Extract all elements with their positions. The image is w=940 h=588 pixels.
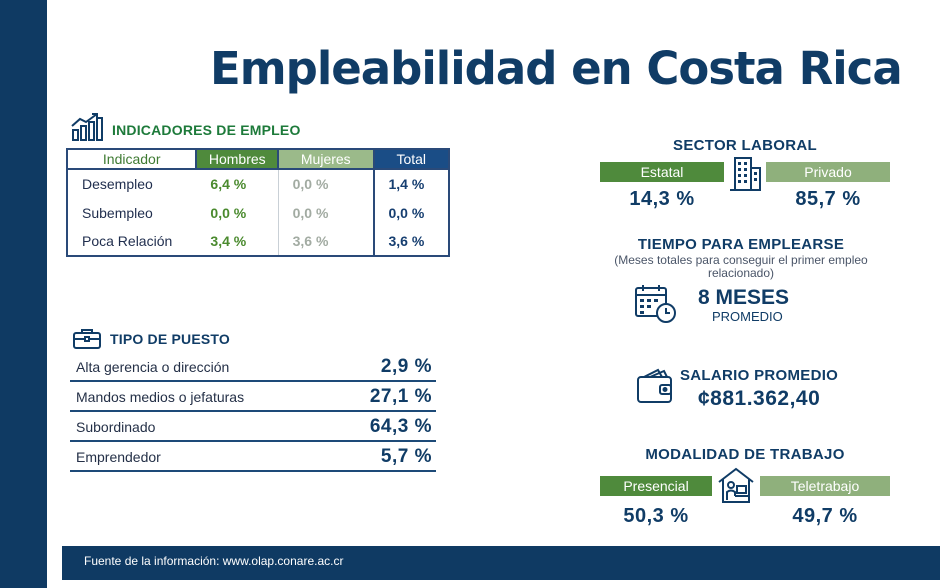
building-icon <box>730 157 761 191</box>
page-title: Empleabilidad en Costa Rica <box>210 42 903 95</box>
modalidad-heading: MODALIDAD DE TRABAJO <box>645 446 845 463</box>
cell-hombres: 0,0 % <box>210 204 247 221</box>
sector-heading: SECTOR LABORAL <box>673 137 817 154</box>
calendar-clock-icon <box>635 285 676 323</box>
tiempo-sub: PROMEDIO <box>712 309 783 324</box>
col-header-total: Total <box>372 148 450 170</box>
cell-hombres: 3,4 % <box>196 227 279 257</box>
home-office-icon <box>718 467 754 503</box>
col-header-mujeres: Mujeres <box>277 148 375 170</box>
table-header-row: Indicador Hombres Mujeres Total <box>65 148 450 170</box>
list-item: Alta gerencia o dirección 2,9 % <box>70 352 436 382</box>
cell-total: 1,4 % <box>372 169 450 198</box>
cell-total: 0,0 % <box>372 198 450 227</box>
puesto-value: 2,9 % <box>380 356 432 377</box>
tipo-puesto-heading-text: TIPO DE PUESTO <box>110 331 231 347</box>
row-label: Poca Relación <box>65 227 197 257</box>
cell-mujeres: 0,0 % <box>277 198 374 227</box>
puesto-value: 64,3 % <box>369 416 432 437</box>
row-label: Subempleo <box>65 198 197 227</box>
list-item: Emprendedor 5,7 % <box>70 442 436 472</box>
tipo-puesto-list: Alta gerencia o dirección 2,9 % Mandos m… <box>70 352 436 472</box>
salario-value: ¢881.362,40 <box>698 387 821 410</box>
puesto-label: Subordinado <box>76 419 156 435</box>
tiempo-heading: TIEMPO PARA EMPLEARSE <box>637 236 845 253</box>
salario-heading: SALARIO PROMEDIO <box>680 367 839 384</box>
left-accent-bar <box>0 0 47 588</box>
list-item: Subordinado 64,3 % <box>70 412 436 442</box>
footer-source: Fuente de la información: www.olap.conar… <box>62 546 940 580</box>
puesto-label: Emprendedor <box>76 449 161 465</box>
table-row: Poca Relación 3,4 % 3,6 % 3,6 % <box>65 227 450 257</box>
puesto-value: 5,7 % <box>380 446 432 467</box>
indicadores-heading-text: INDICADORES DE EMPLEO <box>112 122 301 138</box>
row-label: Desempleo <box>65 169 197 198</box>
table-row: Subempleo 0,0 % 0,0 % 0,0 % <box>65 198 450 227</box>
puesto-label: Mandos medios o jefaturas <box>76 389 245 405</box>
cell-mujeres: 0,0 % <box>277 169 374 198</box>
presencial-pill: Presencial <box>600 476 712 496</box>
tiempo-value: 8 MESES <box>698 286 790 309</box>
growth-chart-icon <box>71 113 103 141</box>
estatal-pill: Estatal <box>600 162 724 182</box>
wallet-icon <box>637 368 672 403</box>
privado-value: 85,7 % <box>795 188 861 210</box>
puesto-label: Alta gerencia o dirección <box>76 359 230 375</box>
puesto-value: 27,1 % <box>369 386 432 407</box>
estatal-value: 14,3 % <box>629 188 695 210</box>
indicadores-table: Indicador Hombres Mujeres Total Desemple… <box>65 148 450 257</box>
cell-total: 3,6 % <box>372 227 450 257</box>
table-row: Desempleo 6,4 % 0,0 % 1,4 % <box>65 169 450 198</box>
cell-mujeres: 3,6 % <box>277 227 374 257</box>
col-header-hombres: Hombres <box>195 148 280 170</box>
briefcase-icon <box>73 329 101 349</box>
tipo-puesto-heading: TIPO DE PUESTO <box>72 328 230 350</box>
indicadores-heading: INDICADORES DE EMPLEO <box>70 112 301 142</box>
teletrabajo-pill: Teletrabajo <box>760 476 890 496</box>
list-item: Mandos medios o jefaturas 27,1 % <box>70 382 436 412</box>
col-header-indicador: Indicador <box>65 148 198 170</box>
privado-pill: Privado <box>766 162 890 182</box>
cell-hombres: 6,4 % <box>210 176 247 192</box>
tiempo-note: (Meses totales para conseguir el primer … <box>614 253 868 280</box>
presencial-value: 50,3 % <box>623 505 689 527</box>
teletrabajo-value: 49,7 % <box>792 505 858 527</box>
